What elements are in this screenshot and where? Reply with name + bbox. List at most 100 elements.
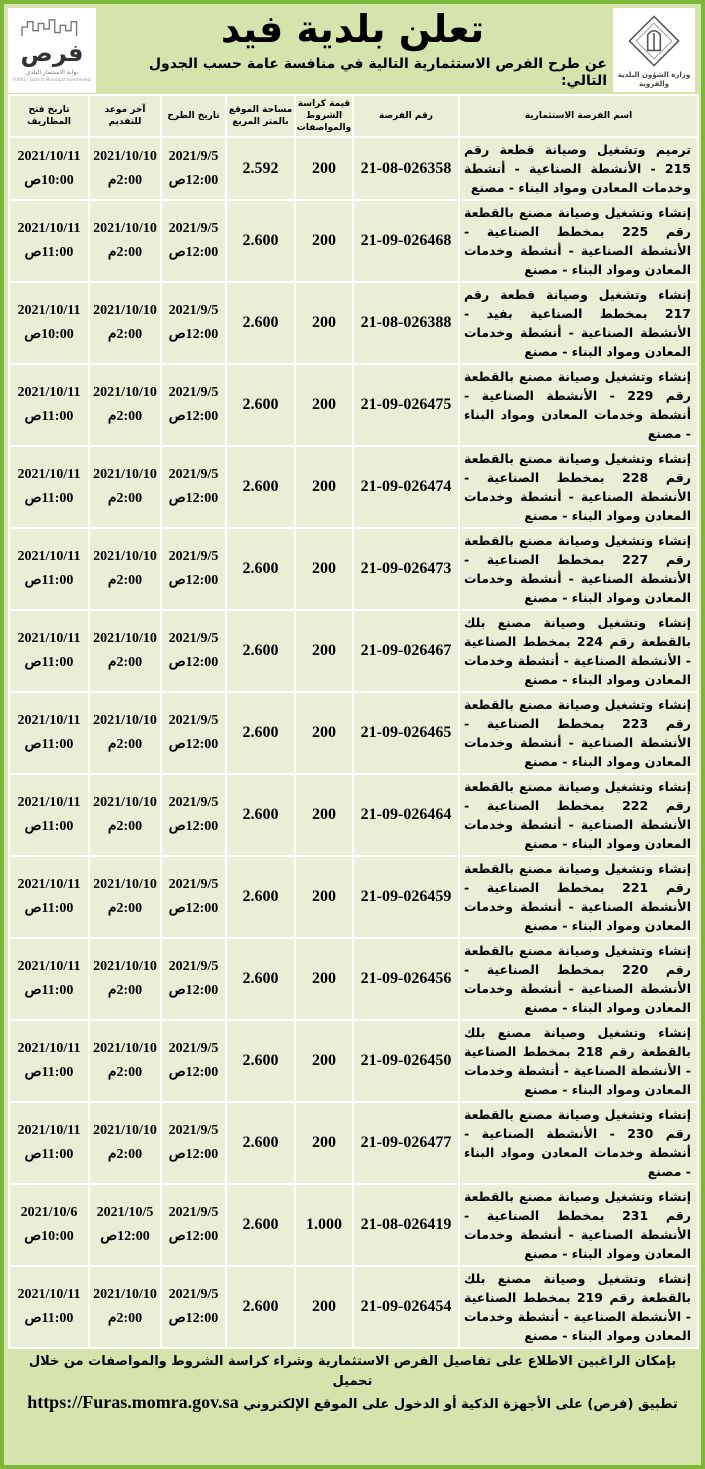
open-date-value: 2021/10/6 [20,1205,78,1220]
opportunity-number: 21-09-026477 [352,1101,460,1185]
open-time-value: 11:00ص [24,573,74,588]
open-date: 2021/10/11 11:00ص [8,1101,90,1185]
opportunity-number: 21-08-026388 [352,281,460,365]
deadline: 2021/10/10 2:00م [88,855,162,939]
post-date: 2021/9/5 12:00ص [160,136,227,201]
site-area: 2.600 [225,773,296,857]
opportunity-number: 21-09-026475 [352,363,460,447]
site-area: 2.600 [225,363,296,447]
booklet-fee: 200 [294,281,354,365]
deadline-time-value: 2:00م [107,573,143,588]
open-date-value: 2021/10/11 [17,1287,81,1302]
page-subtitle: عن طرح الفرص الاستثمارية التالية في مناف… [148,56,607,89]
booklet-fee: 200 [294,855,354,939]
deadline: 2021/10/10 2:00م [88,136,162,201]
opportunity-number: 21-09-026467 [352,609,460,693]
open-date: 2021/10/11 11:00ص [8,691,90,775]
open-date: 2021/10/11 11:00ص [8,363,90,447]
booklet-fee: 1.000 [294,1183,354,1267]
opportunity-name: إنشاء وتشغيل وصيانة مصنع بلك بالقطعة رقم… [458,1019,699,1103]
post-date: 2021/9/5 12:00ص [160,199,227,283]
post-date: 2021/9/5 12:00ص [160,1183,227,1267]
post-date-value: 2021/9/5 [168,795,219,810]
post-date-value: 2021/9/5 [168,1287,219,1302]
post-time-value: 12:00ص [168,819,219,834]
opportunity-name: إنشاء وتشغيل وصيانة مصنع بالقطعة رقم 220… [458,937,699,1021]
open-time-value: 10:00ص [24,327,74,342]
deadline-date-value: 2021/10/10 [93,713,157,728]
opportunity-name: إنشاء وتشغيل وصيانة مصنع بلك بالقطعة رقم… [458,1265,699,1349]
deadline: 2021/10/10 2:00م [88,363,162,447]
table-row: إنشاء وتشغيل وصيانة مصنع بالقطعة رقم 230… [8,1101,699,1185]
open-time-value: 11:00ص [24,1311,74,1326]
open-date-value: 2021/10/11 [17,148,81,164]
site-area: 2.600 [225,1183,296,1267]
opportunity-number: 21-09-026474 [352,445,460,529]
table-row: إنشاء وتشغيل وصيانة مصنع بالقطعة رقم 221… [8,855,699,939]
open-time-value: 11:00ص [24,1065,74,1080]
post-date-value: 2021/9/5 [168,385,219,400]
open-date: 2021/10/11 11:00ص [8,609,90,693]
deadline-time-value: 2:00م [107,737,143,752]
website-link[interactable]: https://Furas.momra.gov.sa [27,1392,239,1412]
open-time-value: 11:00ص [24,901,74,916]
post-date: 2021/9/5 12:00ص [160,445,227,529]
site-area: 2.600 [225,609,296,693]
col-name: اسم الفرصة الاستثمارية [458,94,699,138]
booklet-fee: 200 [294,609,354,693]
deadline-time-value: 2:00م [107,409,143,424]
deadline-time-value: 2:00م [107,819,143,834]
post-date-value: 2021/9/5 [168,549,219,564]
opportunity-number: 21-09-026459 [352,855,460,939]
post-time-value: 12:00ص [168,573,219,588]
main-content: اسم الفرصة الاستثمارية رقم الفرصة قيمة ك… [8,94,699,1415]
deadline-date-value: 2021/10/10 [93,148,157,164]
opportunity-number: 21-09-026456 [352,937,460,1021]
open-date: 2021/10/11 11:00ص [8,527,90,611]
post-date-value: 2021/9/5 [168,1205,219,1220]
deadline: 2021/10/10 2:00م [88,281,162,365]
open-time-value: 11:00ص [24,983,74,998]
ministry-logo-text: وزارة الشؤون البلدية والقروية [617,71,691,88]
ministry-logo: وزارة الشؤون البلدية والقروية [613,8,695,92]
col-post-date: تاريخ الطرح [160,94,227,138]
booklet-fee: 200 [294,199,354,283]
booklet-fee: 200 [294,445,354,529]
site-area: 2.592 [225,136,296,201]
post-time-value: 12:00ص [168,327,219,342]
open-date-value: 2021/10/11 [17,1123,81,1138]
booklet-fee: 200 [294,363,354,447]
opportunity-number: 21-09-026464 [352,773,460,857]
deadline-date-value: 2021/10/10 [93,959,157,974]
deadline-date-value: 2021/10/10 [93,467,157,482]
opportunity-number: 21-08-026358 [352,136,460,201]
post-time-value: 12:00ص [168,983,219,998]
post-date-value: 2021/9/5 [168,631,219,646]
opportunity-number: 21-09-026468 [352,199,460,283]
opportunity-name: ترميم وتشغيل وصيانة قطعة رقم 215 - الأنش… [458,136,699,201]
opportunity-name: إنشاء وتشغيل وصيانة مصنع بالقطعة رقم 231… [458,1183,699,1267]
open-date: 2021/10/11 11:00ص [8,773,90,857]
opportunity-name: إنشاء وتشغيل وصيانة مصنع بالقطعة رقم 230… [458,1101,699,1185]
deadline-date-value: 2021/10/10 [93,385,157,400]
deadline-time-value: 2:00م [107,1311,143,1326]
open-date: 2021/10/11 10:00ص [8,281,90,365]
deadline: 2021/10/5 12:00ص [88,1183,162,1267]
deadline-time-value: 2:00م [107,1147,143,1162]
open-date: 2021/10/11 11:00ص [8,199,90,283]
col-number: رقم الفرصة [352,94,460,138]
table-row: إنشاء وتشغيل وصيانة مصنع بلك بالقطعة رقم… [8,1019,699,1103]
post-date: 2021/9/5 12:00ص [160,281,227,365]
open-date-value: 2021/10/11 [17,959,81,974]
furas-logo-caption-en: FURAS | Gate to Municipal Investments [12,77,92,82]
furas-logo: فرص بوابة الاستثمار البلدي FURAS | Gate … [8,8,96,93]
post-time-value: 12:00ص [168,1229,219,1244]
open-time-value: 10:00ص [24,172,74,188]
site-area: 2.600 [225,281,296,365]
deadline-time-value: 12:00ص [100,1229,150,1244]
open-date-value: 2021/10/11 [17,795,81,810]
booklet-fee: 200 [294,691,354,775]
booklet-fee: 200 [294,1101,354,1185]
opportunity-number: 21-09-026465 [352,691,460,775]
furas-logo-text: فرص [20,39,84,67]
